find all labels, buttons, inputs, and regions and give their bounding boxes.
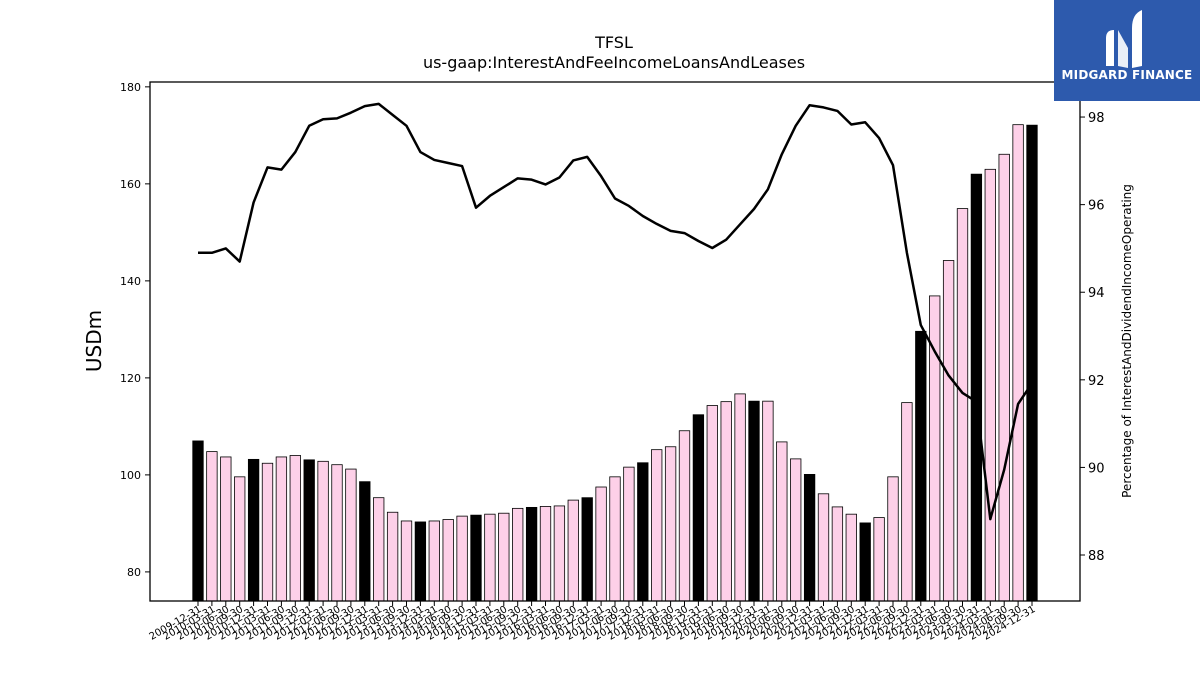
bar-2015-06-30 — [498, 512, 510, 602]
bar-2022-12-31 — [915, 330, 927, 602]
chart-subtitle: us-gaap:InterestAndFeeIncomeLoansAndLeas… — [423, 53, 805, 72]
bar-2011-12-31 — [303, 459, 315, 602]
bar-2014-06-30 — [442, 519, 454, 602]
bar-2016-12-31 — [581, 497, 593, 602]
bar-2010-12-31 — [247, 458, 260, 602]
y2-axis-label: Percentage of InterestAndDividendIncomeO… — [1120, 184, 1134, 498]
bar-2015-12-31 — [525, 506, 538, 602]
bar-2013-09-30 — [400, 520, 413, 602]
bar-2021-03-31 — [817, 493, 830, 602]
y2-tick-label: 94 — [1088, 286, 1105, 301]
midgard-logo: MIDGARD FINANCE — [1054, 0, 1200, 101]
bar-2018-03-31 — [651, 449, 663, 602]
bar-2012-12-31 — [359, 481, 371, 602]
bar-2012-09-30 — [345, 468, 357, 602]
y-tick-label: 120 — [120, 372, 141, 385]
bar-2017-03-31 — [595, 486, 607, 602]
bar-2023-06-30 — [942, 260, 955, 602]
bar-2019-03-31 — [706, 405, 718, 602]
bar-2018-12-31 — [692, 414, 705, 602]
bar-2012-06-30 — [331, 464, 343, 602]
midgard-logo-icon — [1106, 10, 1142, 68]
bar-2021-12-31 — [859, 522, 871, 602]
bar-2024-03-31 — [984, 168, 996, 602]
y2-tick-label: 90 — [1088, 461, 1105, 476]
bar-2016-06-30 — [553, 505, 566, 602]
bar-2023-09-30 — [956, 208, 969, 602]
bar-2019-06-30 — [720, 401, 732, 602]
axes-group: 801001201401601808890929496982009-12-312… — [120, 81, 1105, 643]
bar-2014-12-31 — [470, 514, 482, 602]
bar-2013-03-31 — [373, 497, 385, 602]
y-tick-label: 80 — [127, 566, 141, 579]
bar-2021-09-30 — [845, 513, 857, 602]
logo-text: MIDGARD FINANCE — [1061, 68, 1193, 82]
bar-2020-06-30 — [776, 441, 788, 602]
y2-tick-label: 98 — [1088, 111, 1105, 126]
bar-2009-12-31 — [192, 440, 204, 602]
bar-2022-03-31 — [873, 517, 885, 602]
bar-2015-09-30 — [512, 507, 524, 602]
bar-2020-09-30 — [790, 458, 802, 602]
bar-2013-06-30 — [386, 511, 399, 602]
bar-2022-09-30 — [901, 402, 913, 602]
bar-2017-06-30 — [609, 476, 621, 602]
bar-2023-03-31 — [929, 295, 941, 602]
bar-2016-09-30 — [567, 499, 579, 602]
bar-2023-12-31 — [970, 173, 983, 602]
bar-2019-12-31 — [748, 400, 760, 602]
bar-2011-09-30 — [289, 455, 301, 602]
bars-group — [192, 124, 1038, 602]
bar-2011-03-31 — [261, 462, 274, 602]
line-group — [198, 102, 1034, 521]
bar-2017-12-31 — [637, 462, 649, 602]
bar-2012-03-31 — [317, 460, 329, 602]
series-line — [198, 102, 1034, 521]
bar-2020-03-31 — [762, 400, 774, 602]
bar-2018-06-30 — [664, 446, 677, 602]
y2-tick-label: 92 — [1088, 374, 1105, 389]
bar-2024-06-30 — [998, 153, 1010, 602]
bar-2016-03-31 — [539, 506, 552, 602]
bar-2017-09-30 — [623, 466, 635, 602]
bar-2019-09-30 — [734, 393, 746, 602]
bar-2011-06-30 — [275, 456, 288, 602]
bar-2020-12-31 — [803, 473, 816, 602]
y2-tick-label: 88 — [1088, 549, 1105, 564]
bar-2014-03-31 — [428, 520, 440, 602]
bar-2018-09-30 — [678, 430, 691, 602]
y2-tick-label: 96 — [1088, 199, 1105, 214]
bar-2014-09-30 — [456, 515, 468, 602]
bar-2024-12-31 — [1026, 124, 1038, 602]
y-tick-label: 180 — [120, 81, 141, 94]
bar-2015-03-31 — [484, 513, 496, 602]
bar-2013-12-31 — [414, 521, 427, 602]
chart-title: TFSL — [594, 33, 633, 52]
bar-2024-09-30 — [1012, 124, 1024, 602]
y-tick-label: 100 — [120, 469, 141, 482]
bar-2021-06-30 — [831, 506, 844, 602]
y-axis-label: USDm — [82, 310, 106, 372]
y-tick-label: 140 — [120, 275, 141, 288]
y-tick-label: 160 — [120, 178, 141, 191]
bar-2010-03-31 — [206, 451, 218, 602]
bar-2010-09-30 — [234, 476, 246, 602]
bar-2010-06-30 — [220, 456, 232, 602]
bar-2022-06-30 — [887, 476, 899, 602]
